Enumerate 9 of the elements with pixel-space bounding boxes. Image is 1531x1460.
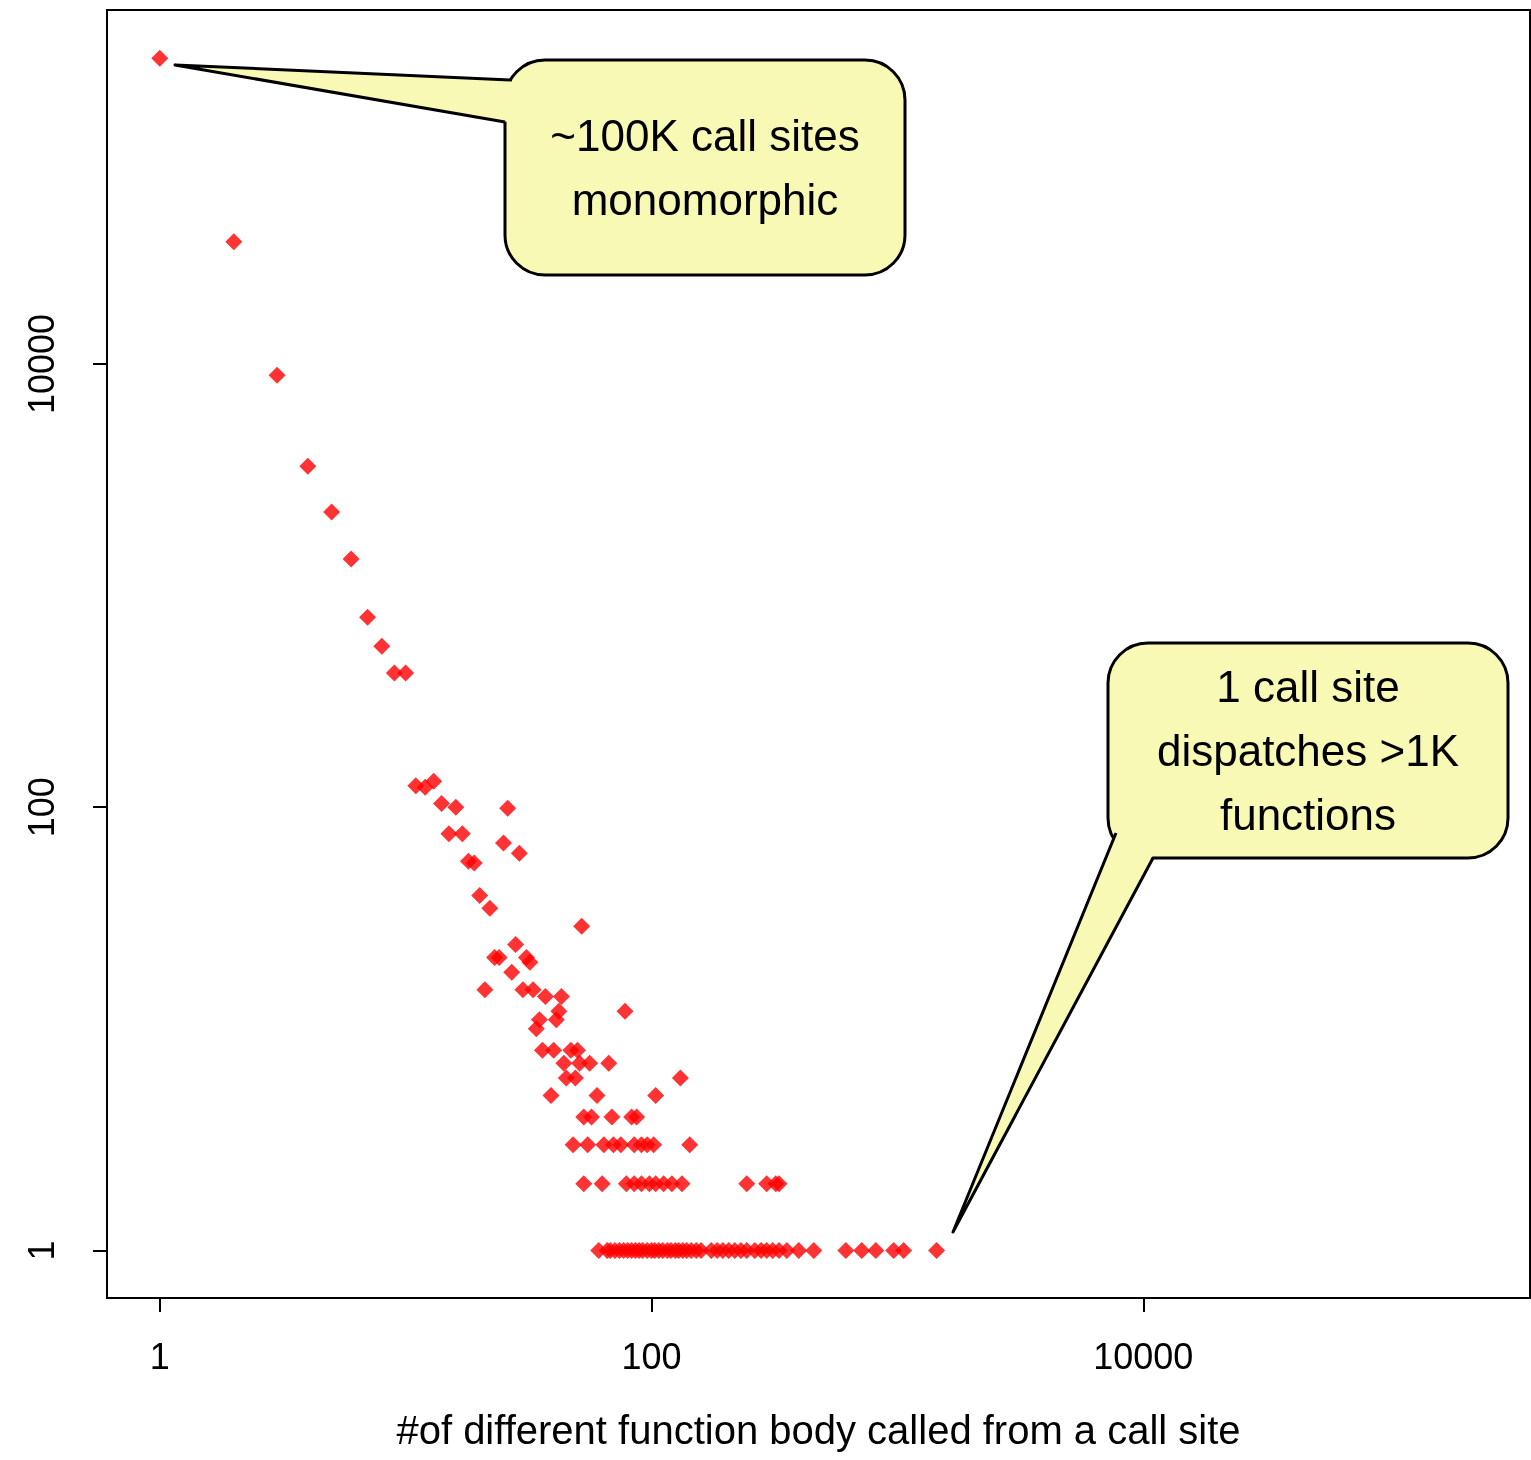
y-tick-label: 10000 — [20, 313, 62, 415]
y-tick-label: 1 — [20, 1240, 62, 1261]
x-tick-label: 100 — [621, 1335, 682, 1377]
x-axis-title: #of different function body called from a call site — [396, 1408, 1241, 1452]
y-tick-label: 100 — [20, 777, 62, 838]
x-tick-label: 1 — [149, 1335, 170, 1377]
annotation: 1 call site dispatches >1K functions — [1155, 660, 1461, 841]
x-tick-label: 10000 — [1093, 1335, 1194, 1377]
annotation: ~100K call sites monomorphic — [549, 109, 861, 226]
